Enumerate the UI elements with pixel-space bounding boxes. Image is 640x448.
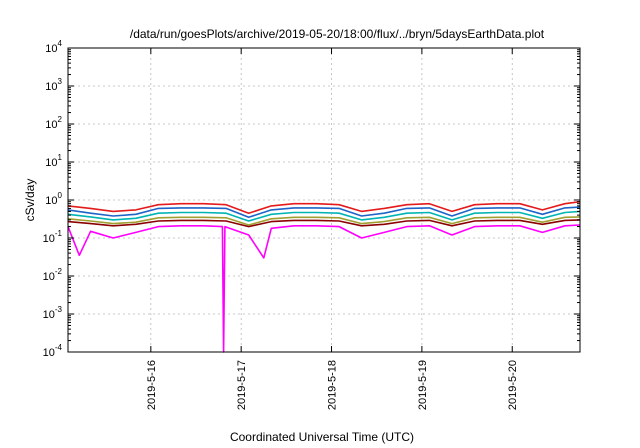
y-tick-label: 10-2 <box>43 267 63 283</box>
y-tick-label: 10-1 <box>43 229 63 245</box>
axis-ticks <box>68 47 580 353</box>
series-line-1 <box>67 200 581 214</box>
x-tick-label: 2019-5-19 <box>417 360 429 410</box>
plot-area <box>67 200 581 353</box>
x-tick-label: 2019-5-16 <box>146 360 158 410</box>
series-line-6 <box>67 224 581 353</box>
series-line-2 <box>67 206 581 219</box>
y-tick-labels: 10-4 10-3 10-2 10-1 100 101 102 103 104 <box>43 39 63 359</box>
series-line-4 <box>67 216 581 226</box>
grid <box>68 48 580 352</box>
x-tick-label: 2019-5-17 <box>236 360 248 410</box>
y-tick-label: 102 <box>45 115 62 131</box>
y-tick-label: 101 <box>45 153 62 169</box>
x-tick-labels: 2019-5-16 2019-5-17 2019-5-18 2019-5-19 2019… <box>146 360 519 410</box>
series-line-3 <box>67 210 581 222</box>
x-tick-label: 2019-5-20 <box>507 360 519 410</box>
y-tick-label: 100 <box>45 191 62 207</box>
x-tick-label: 2019-5-18 <box>327 360 339 410</box>
x-axis-label: Coordinated Universal Time (UTC) <box>230 430 414 444</box>
y-tick-label: 103 <box>45 77 62 93</box>
series-line-5 <box>67 219 581 228</box>
y-tick-label: 10-3 <box>43 305 63 321</box>
y-tick-label: 10-4 <box>43 343 63 359</box>
chart-title: /data/run/goesPlots/archive/2019-05-20/1… <box>130 27 545 41</box>
y-axis-label: cSv/day <box>23 179 37 222</box>
y-tick-label: 104 <box>45 39 62 55</box>
